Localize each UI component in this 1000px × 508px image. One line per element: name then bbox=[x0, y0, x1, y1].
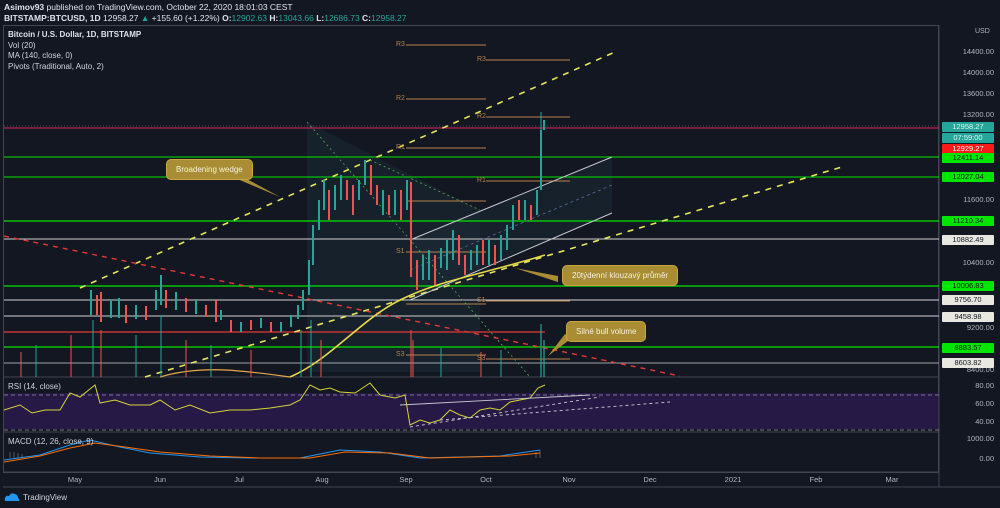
pivot-label: R3 bbox=[396, 41, 405, 48]
ohlc-bar: BITSTAMP:BTCUSD, 1D 12958.27 ▲ +155.60 (… bbox=[4, 13, 406, 23]
up-arrow-icon: ▲ bbox=[140, 13, 150, 23]
price-tick: 13200.00 bbox=[962, 110, 994, 119]
rsi-tick: 60.00 bbox=[975, 399, 994, 408]
level-tag-green: 8883.57 bbox=[942, 343, 994, 353]
month-tick: Aug bbox=[315, 475, 329, 484]
level-tag-green: 10006.83 bbox=[942, 281, 994, 291]
level-tag-green: 12027.04 bbox=[942, 172, 994, 182]
symbol: BITSTAMP:BTCUSD, 1D bbox=[4, 13, 101, 23]
legend-volume[interactable]: Vol (20) bbox=[8, 40, 36, 50]
price-tick: 8400.00 bbox=[966, 365, 994, 374]
open-value: 12902.63 bbox=[231, 13, 267, 23]
pivot-label: S1 bbox=[477, 297, 486, 304]
pivot-label: R1 bbox=[396, 144, 405, 151]
rsi-tick: 40.00 bbox=[975, 417, 994, 426]
callout-bull-volume[interactable]: Silné bull volume bbox=[566, 321, 647, 342]
month-tick: 2021 bbox=[724, 475, 742, 484]
month-tick: Mar bbox=[885, 475, 899, 484]
price-tick: 13600.00 bbox=[962, 89, 994, 98]
high-label: H: bbox=[269, 13, 279, 23]
callout-moving-average[interactable]: 20týdenní klouzavý průměr bbox=[562, 265, 679, 286]
low-value: 12686.73 bbox=[324, 13, 360, 23]
publish-info: Asimov93 published on TradingView.com, O… bbox=[4, 2, 293, 12]
pivot-label: S3 bbox=[396, 351, 405, 358]
cloud-icon bbox=[4, 493, 20, 501]
price-tick: 10400.00 bbox=[962, 258, 994, 267]
month-tick: Jun bbox=[153, 475, 167, 484]
last-price: 12958.27 bbox=[103, 13, 139, 23]
open-label: O: bbox=[222, 13, 232, 23]
close-value: 12958.27 bbox=[371, 13, 407, 23]
countdown-tag: 07:59:00 bbox=[942, 133, 994, 143]
rsi-tick: 80.00 bbox=[975, 381, 994, 390]
high-value: 13043.66 bbox=[278, 13, 314, 23]
macd-label[interactable]: MACD (12, 26, close, 9) bbox=[8, 437, 94, 446]
price-tick: 9200.00 bbox=[966, 323, 994, 332]
pivot-label: R2 bbox=[477, 113, 486, 120]
legend-pivots[interactable]: Pivots (Traditional, Auto, 2) bbox=[8, 61, 104, 71]
volume-bars bbox=[20, 315, 545, 377]
month-tick: Oct bbox=[480, 475, 492, 484]
month-tick: Jul bbox=[234, 475, 244, 484]
close-label: C: bbox=[362, 13, 372, 23]
pivot-label: R3 bbox=[477, 56, 486, 63]
author-name[interactable]: Asimov93 bbox=[4, 2, 45, 12]
legend-title: Bitcoin / U.S. Dollar, 1D, BITSTAMP bbox=[8, 30, 142, 39]
price-change: +155.60 (+1.22%) bbox=[151, 13, 220, 23]
rsi-label[interactable]: RSI (14, close) bbox=[8, 382, 61, 391]
level-tag-green: 11210.34 bbox=[942, 216, 994, 226]
month-tick: Nov bbox=[562, 475, 576, 484]
month-tick: May bbox=[67, 475, 83, 484]
low-label: L: bbox=[316, 13, 325, 23]
pivot-label: R1 bbox=[477, 177, 486, 184]
price-tick: 14400.00 bbox=[962, 47, 994, 56]
chart-legend[interactable]: Bitcoin / U.S. Dollar, 1D, BITSTAMP Vol … bbox=[8, 30, 141, 72]
month-tick: Sep bbox=[399, 475, 413, 484]
macd-tick: 0.00 bbox=[979, 454, 994, 463]
candles bbox=[90, 112, 545, 332]
macd-tick: 1000.00 bbox=[966, 434, 994, 443]
currency-label[interactable]: USD bbox=[975, 28, 990, 35]
published-text: published on TradingView.com, October 22… bbox=[46, 2, 293, 12]
month-tick: Dec bbox=[643, 475, 657, 484]
tradingview-logo[interactable]: TradingView bbox=[4, 492, 67, 502]
price-axis[interactable]: 14400.00 14000.00 13600.00 13200.00 1160… bbox=[940, 25, 1000, 473]
legend-ma[interactable]: MA (140, close, 0) bbox=[8, 51, 73, 60]
pivot-label: S3 bbox=[477, 355, 486, 362]
ma-value-tag: 12929.27 bbox=[942, 144, 994, 154]
pivot-label: S1 bbox=[396, 248, 405, 255]
level-tag-white: 10882.49 bbox=[942, 235, 994, 245]
price-tick: 14000.00 bbox=[962, 68, 994, 77]
price-tick: 11600.00 bbox=[963, 195, 994, 204]
month-tick: Feb bbox=[809, 475, 823, 484]
level-tag-green: 12411.14 bbox=[942, 153, 994, 163]
level-tag-white: 9756.70 bbox=[942, 295, 994, 305]
time-axis[interactable]: May Jun Jul Aug Sep Oct Nov Dec 2021 Feb… bbox=[3, 473, 939, 487]
callout-broadening-wedge[interactable]: Broadening wedge bbox=[166, 159, 253, 180]
rsi-band bbox=[4, 393, 939, 429]
level-tag-white: 8603.82 bbox=[942, 358, 994, 368]
brand-name: TradingView bbox=[23, 492, 68, 502]
level-tag-white: 9458.98 bbox=[942, 312, 994, 322]
pivot-label: R2 bbox=[396, 95, 405, 102]
last-price-tag: 12958.27 bbox=[942, 122, 994, 132]
